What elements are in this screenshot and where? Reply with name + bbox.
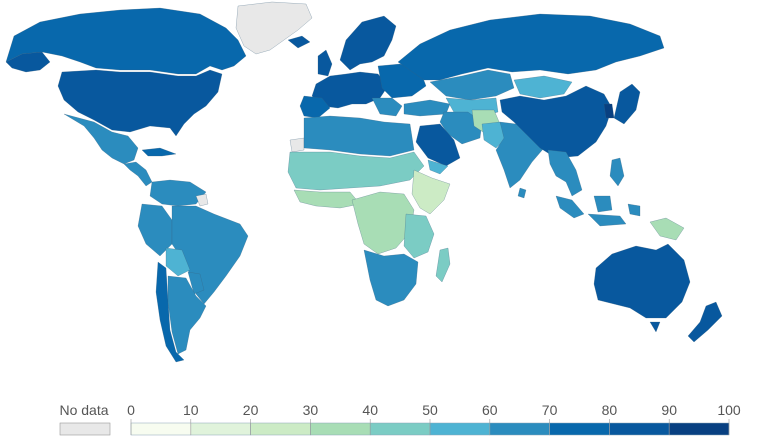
country-saudi-arabia[interactable]	[415, 123, 461, 167]
country-greenland[interactable]	[235, 1, 313, 55]
legend-color-bins	[130, 422, 730, 436]
legend-no-data-label: No data	[59, 402, 108, 418]
country-turkey[interactable]	[403, 99, 451, 117]
country-tasmania[interactable]	[649, 321, 661, 333]
legend-bin-90-100	[668, 422, 730, 436]
legend-bin-80-90	[609, 422, 670, 436]
legend-bin-0-10	[130, 422, 192, 436]
country-mexico[interactable]	[63, 113, 139, 165]
legend-no-data-swatch	[59, 422, 111, 436]
country-russia[interactable]	[397, 13, 665, 81]
country-china[interactable]	[499, 85, 613, 159]
legend-bin-10-20	[190, 422, 251, 436]
country-madagascar[interactable]	[435, 247, 451, 283]
country-iran[interactable]	[439, 111, 483, 145]
legend-tick-label: 60	[482, 402, 498, 418]
legend-tick-label: 80	[602, 402, 618, 418]
legend-tick-label: 70	[542, 402, 558, 418]
legend-tick-label: 30	[303, 402, 319, 418]
country-yemen[interactable]	[427, 159, 449, 175]
country-chile[interactable]	[155, 261, 185, 363]
country-scandinavia[interactable]	[339, 15, 397, 71]
country-iceland[interactable]	[287, 35, 311, 49]
country-bolivia[interactable]	[165, 247, 191, 277]
country-kazakhstan[interactable]	[429, 69, 515, 101]
countries-layer	[5, 1, 723, 363]
legend-bin-50-60	[429, 422, 491, 436]
legend-tick-label: 20	[243, 402, 259, 418]
country-papua-new-guinea[interactable]	[649, 217, 685, 241]
country-sri-lanka[interactable]	[517, 187, 527, 199]
country-western-sahara[interactable]	[289, 137, 305, 153]
legend-tick-labels: 0 10 20 30 40 50 60 70 80 90 100	[127, 402, 741, 435]
country-sahel[interactable]	[287, 151, 425, 191]
country-brazil[interactable]	[171, 205, 249, 305]
country-french-guiana[interactable]	[195, 193, 209, 207]
country-philippines[interactable]	[609, 157, 625, 187]
legend-bin-40-50	[369, 422, 431, 436]
country-west-africa[interactable]	[293, 189, 361, 209]
country-japan[interactable]	[613, 83, 641, 125]
country-indonesia[interactable]	[555, 195, 641, 227]
map-legend: No data 0 10 20 30 40 50 60 70 80 90 100	[59, 402, 741, 436]
legend-bin-20-30	[250, 422, 311, 436]
country-uk-ireland[interactable]	[317, 49, 333, 77]
country-canada[interactable]	[5, 7, 247, 75]
country-balkans[interactable]	[371, 97, 403, 117]
legend-tick-label: 50	[422, 402, 438, 418]
country-alaska[interactable]	[5, 51, 51, 73]
legend-tick-label: 40	[362, 402, 378, 418]
country-southern-africa[interactable]	[363, 249, 419, 307]
legend-tick-label: 10	[183, 402, 199, 418]
country-central-africa[interactable]	[351, 191, 415, 255]
country-east-africa[interactable]	[403, 213, 435, 259]
country-horn-of-africa[interactable]	[411, 169, 451, 215]
country-argentina[interactable]	[167, 275, 207, 355]
country-mongolia[interactable]	[513, 75, 573, 99]
country-mainland-se-asia[interactable]	[547, 149, 583, 197]
legend-bin-70-80	[549, 422, 610, 436]
country-central-america[interactable]	[123, 161, 153, 187]
country-usa[interactable]	[57, 69, 223, 137]
legend-tick-label: 100	[717, 402, 741, 418]
country-new-zealand[interactable]	[687, 301, 723, 343]
legend-tick-label: 0	[127, 402, 135, 418]
country-north-africa[interactable]	[303, 115, 415, 157]
legend-bin-30-40	[310, 422, 371, 436]
country-paraguay[interactable]	[187, 271, 205, 295]
legend-tick-label: 90	[661, 402, 677, 418]
country-korea[interactable]	[603, 103, 615, 119]
country-cuba[interactable]	[141, 147, 177, 157]
country-colombia-venezuela[interactable]	[149, 179, 207, 207]
legend-bin-60-70	[489, 422, 550, 436]
country-australia[interactable]	[593, 243, 691, 319]
